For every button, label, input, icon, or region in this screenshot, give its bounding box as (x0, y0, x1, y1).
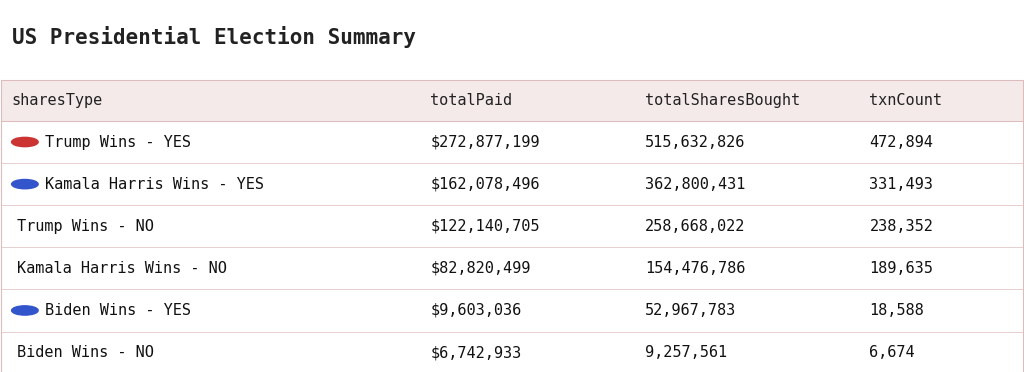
Text: Trump Wins - YES: Trump Wins - YES (45, 135, 191, 150)
Text: $6,742,933: $6,742,933 (430, 345, 521, 360)
Text: $272,877,199: $272,877,199 (430, 135, 540, 150)
Text: 189,635: 189,635 (869, 261, 933, 276)
Circle shape (11, 137, 38, 147)
Text: Kamala Harris Wins - YES: Kamala Harris Wins - YES (45, 177, 264, 192)
Text: 18,588: 18,588 (869, 303, 925, 318)
Text: 154,476,786: 154,476,786 (645, 261, 745, 276)
FancyBboxPatch shape (1, 80, 1023, 121)
Text: $122,140,705: $122,140,705 (430, 219, 540, 234)
Text: 331,493: 331,493 (869, 177, 933, 192)
Text: Kamala Harris Wins - NO: Kamala Harris Wins - NO (16, 261, 226, 276)
FancyBboxPatch shape (1, 121, 1023, 163)
Text: $82,820,499: $82,820,499 (430, 261, 530, 276)
Circle shape (11, 306, 38, 315)
Circle shape (11, 179, 38, 189)
Text: Trump Wins - NO: Trump Wins - NO (16, 219, 154, 234)
Text: 6,674: 6,674 (869, 345, 915, 360)
Text: $9,603,036: $9,603,036 (430, 303, 521, 318)
FancyBboxPatch shape (1, 205, 1023, 247)
FancyBboxPatch shape (1, 331, 1023, 372)
FancyBboxPatch shape (1, 289, 1023, 331)
Text: 472,894: 472,894 (869, 135, 933, 150)
Text: Biden Wins - YES: Biden Wins - YES (45, 303, 191, 318)
Text: $162,078,496: $162,078,496 (430, 177, 540, 192)
Text: 258,668,022: 258,668,022 (645, 219, 745, 234)
Text: txnCount: txnCount (869, 93, 942, 108)
Text: totalSharesBought: totalSharesBought (645, 93, 800, 108)
Text: 515,632,826: 515,632,826 (645, 135, 745, 150)
Text: 238,352: 238,352 (869, 219, 933, 234)
Text: 362,800,431: 362,800,431 (645, 177, 745, 192)
Text: Biden Wins - NO: Biden Wins - NO (16, 345, 154, 360)
Text: US Presidential Election Summary: US Presidential Election Summary (11, 26, 416, 48)
FancyBboxPatch shape (1, 247, 1023, 289)
Text: 9,257,561: 9,257,561 (645, 345, 727, 360)
Text: totalPaid: totalPaid (430, 93, 512, 108)
Text: sharesType: sharesType (11, 93, 102, 108)
FancyBboxPatch shape (1, 163, 1023, 205)
Text: 52,967,783: 52,967,783 (645, 303, 736, 318)
